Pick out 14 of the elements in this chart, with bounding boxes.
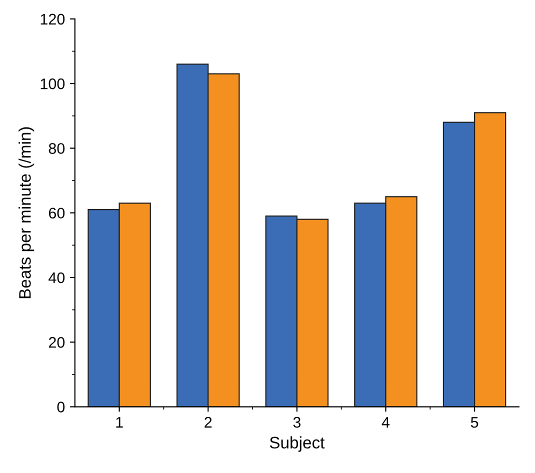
x-axis-title: Subject bbox=[270, 436, 325, 452]
x-tick-label: 5 bbox=[470, 417, 478, 428]
x-tick-label: 3 bbox=[293, 416, 300, 428]
y-tick-label: 40 bbox=[48, 272, 65, 284]
y-tick-label: 120 bbox=[40, 14, 65, 25]
x-tick-label: 2 bbox=[204, 416, 212, 428]
y-tick-label: 0 bbox=[57, 402, 65, 412]
y-tick-label: 80 bbox=[48, 143, 65, 154]
y-tick-label: 100 bbox=[40, 78, 65, 90]
y-tick-label: 60 bbox=[48, 208, 65, 219]
x-tick-label: 1 bbox=[116, 417, 123, 428]
y-axis-title: Beats per minute (/min) bbox=[18, 127, 34, 298]
y-tick-label: 20 bbox=[48, 337, 65, 348]
x-tick-label: 4 bbox=[382, 417, 390, 428]
